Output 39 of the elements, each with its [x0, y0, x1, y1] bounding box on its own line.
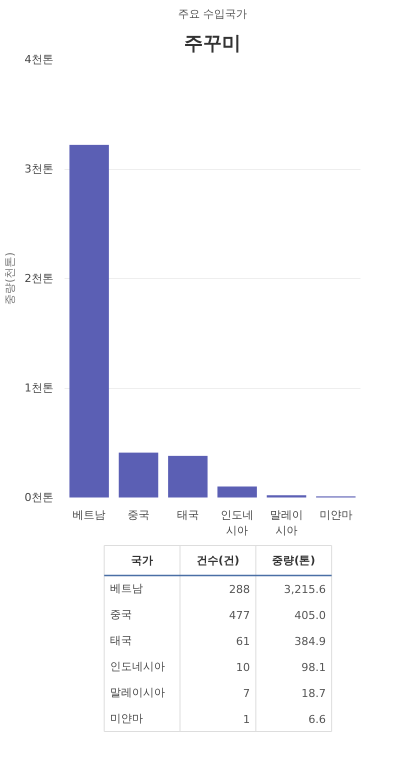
y-tick-label: 3천톤	[24, 162, 54, 176]
data-label: 405.0	[294, 609, 326, 622]
category-label: 말레이시아	[110, 686, 165, 699]
bar	[69, 144, 109, 498]
bar	[118, 452, 158, 498]
bar	[168, 456, 208, 498]
data-label: 3,215.6	[284, 583, 326, 596]
text: 국가	[131, 554, 154, 567]
category-label: 중국	[110, 608, 132, 621]
x-tick-label: 인도네시아	[220, 508, 254, 538]
data-label: 477	[229, 609, 250, 622]
x-tick-label: 태국	[176, 508, 199, 522]
bar	[217, 486, 257, 498]
category-label: 태국	[110, 634, 132, 647]
data-label: 7	[243, 687, 250, 700]
x-tick-label: 중국	[128, 508, 150, 522]
x-tick-label: 미얀마	[319, 508, 352, 522]
y-axis-title: 중량(천톤)	[4, 252, 16, 305]
x-tick-label: 베트남	[72, 508, 106, 522]
y-tick-label: 2천톤	[24, 272, 54, 285]
data-label: 10	[236, 661, 250, 674]
text: 건수(건)	[196, 554, 240, 567]
data-label: 98.1	[301, 661, 326, 674]
data-label: 1	[243, 713, 250, 726]
data-label: 288	[229, 583, 250, 596]
chart-subtitle: 주요 수입국가	[178, 8, 248, 20]
data-label: 384.9	[294, 635, 326, 648]
data-label: 18.7	[301, 687, 326, 700]
category-label: 인도네시아	[110, 660, 165, 673]
y-tick-label: 4천톤	[24, 53, 54, 66]
chart-title: 주꾸미	[184, 32, 241, 54]
data-label: 6.6	[308, 713, 326, 726]
x-tick-label: 말레이시아	[270, 508, 303, 538]
text: 중량(톤)	[272, 554, 316, 567]
category-label: 베트남	[110, 582, 143, 595]
y-tick-label: 0천톤	[24, 491, 54, 504]
data-label: 61	[236, 635, 250, 648]
y-tick-label: 1천톤	[24, 382, 54, 394]
category-label: 미얀마	[110, 712, 143, 725]
